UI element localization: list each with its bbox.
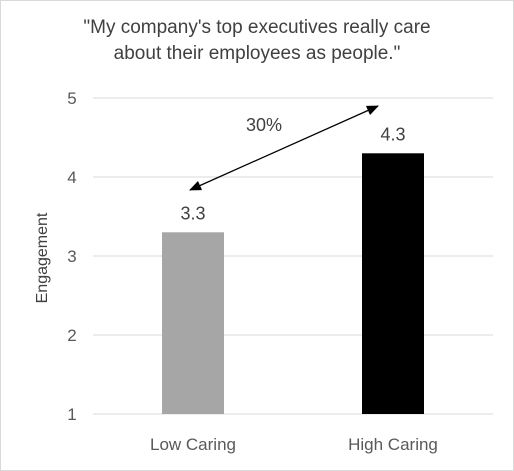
y-axis-ticks: 1 2 3 4 5 — [67, 89, 76, 424]
data-label: 3.3 — [180, 203, 205, 223]
chart-title: "My company's top executives really care… — [1, 15, 513, 67]
x-axis-ticks: Low Caring High Caring — [150, 435, 438, 454]
data-label: 4.3 — [380, 124, 405, 144]
y-tick-label: 2 — [67, 326, 76, 345]
bar-low-caring — [162, 232, 224, 414]
difference-label: 30% — [246, 115, 282, 135]
x-tick-label: High Caring — [348, 435, 438, 454]
data-labels: 3.3 4.3 — [180, 124, 405, 223]
y-tick-label: 1 — [67, 405, 76, 424]
y-axis-label: Engagement — [34, 212, 51, 303]
gridlines — [93, 97, 493, 415]
bar-high-caring — [362, 153, 424, 415]
y-tick-label: 3 — [67, 247, 76, 266]
chart-title-line-2: about their employees as people." — [113, 43, 401, 64]
chart-title-line-1: "My company's top executives really care — [83, 17, 431, 38]
x-tick-label: Low Caring — [150, 435, 236, 454]
bars — [162, 153, 424, 415]
y-tick-label: 5 — [67, 89, 76, 108]
y-tick-label: 4 — [67, 168, 76, 187]
difference-arrow — [189, 105, 379, 191]
